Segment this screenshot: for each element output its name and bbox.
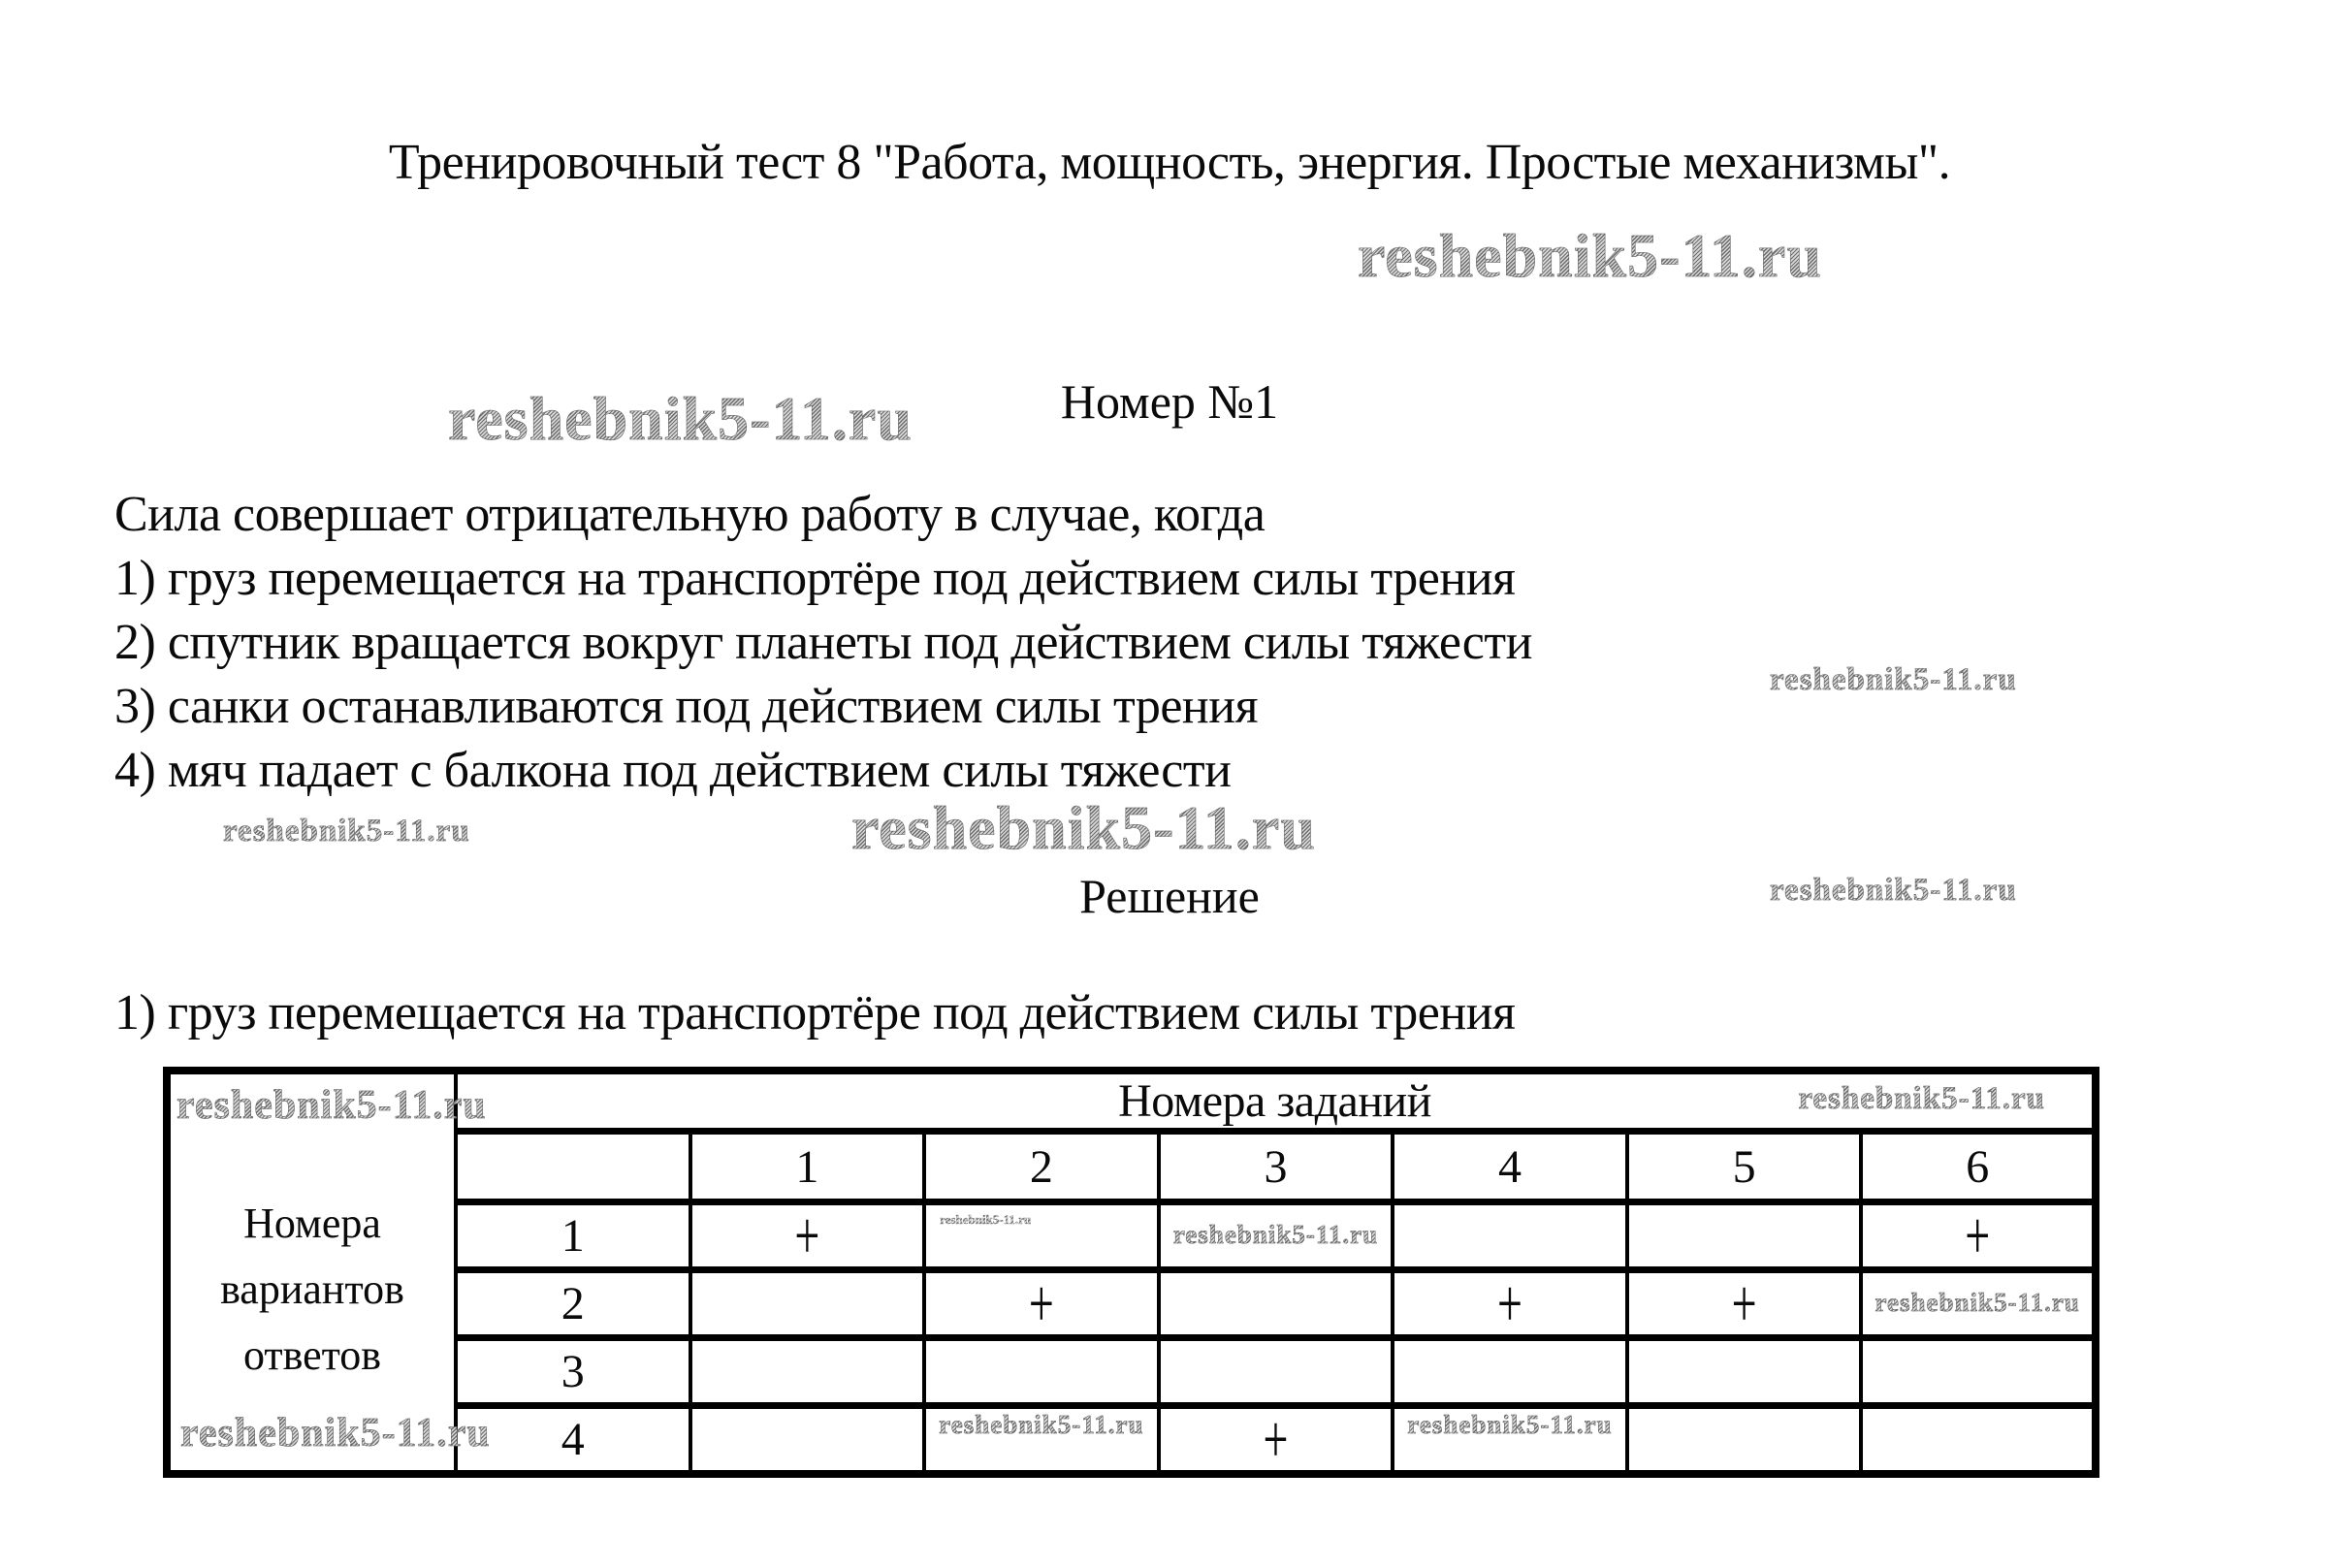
question-block: Сила совершает отрицательную работу в сл… [114,483,1532,803]
answer-cell-r3c6 [1859,1334,2098,1409]
row-number: 3 [454,1334,692,1409]
answers-table: reshebnik5-11.ru Номера вариантов ответо… [163,1067,2099,1478]
row-axis-label-line: Номера [243,1200,381,1247]
row-number: 2 [454,1266,692,1341]
answer-cell-r1c4 [1391,1199,1629,1273]
answer-cell-r2c6: reshebnik5-11.ru [1859,1266,2098,1341]
answer-cell-r4c3: + [1156,1400,1395,1478]
answer-cell-r4c6 [1859,1402,2098,1477]
answer-cell-r3c1 [688,1334,927,1409]
watermark: reshebnik5-11.ru [1161,1220,1392,1248]
answer-cell-r4c2: reshebnik5-11.ru [922,1402,1161,1477]
table-header-cell: Номера заданий reshebnik5-11.ru [454,1067,2098,1135]
table-header-label: Номера заданий [1118,1075,1431,1127]
watermark: reshebnik5-11.ru [448,384,913,453]
row-number: 4 [454,1402,692,1477]
answer-cell-r2c4: + [1391,1264,1629,1342]
watermark: reshebnik5-11.ru [926,1410,1157,1438]
solution-heading: Решение [1079,869,1260,923]
answer-cell-r3c3 [1156,1334,1395,1409]
answer-cell-r3c2 [922,1334,1161,1409]
watermark: reshebnik5-11.ru [1798,1081,2045,1116]
solution-answer: 1) груз перемещается на транспортёре под… [114,985,1516,1040]
watermark: reshebnik5-11.ru [223,814,470,848]
watermark: reshebnik5-11.ru [1358,221,1822,290]
watermark: reshebnik5-11.ru [1770,873,2017,908]
answer-cell-r4c1 [688,1402,927,1477]
answer-cell-r1c3: reshebnik5-11.ru [1156,1199,1395,1273]
question-option-4: 4) мяч падает с балкона под действием си… [114,743,1232,798]
answer-mark: + [1263,1400,1289,1478]
answer-cell-r1c2: reshebnik5-11.ru [922,1199,1161,1273]
column-header-6: 6 [1859,1128,2098,1205]
watermark: reshebnik5-11.ru [1770,662,2017,697]
column-header-3: 3 [1156,1128,1395,1205]
question-option-1: 1) груз перемещается на транспортёре под… [114,551,1516,606]
answer-cell-r4c4: reshebnik5-11.ru [1391,1402,1629,1477]
answer-cell-r2c5: + [1624,1264,1864,1342]
answer-mark: + [1028,1264,1054,1342]
watermark: reshebnik5-11.ru [180,1411,491,1456]
answer-mark: + [1731,1264,1757,1342]
answer-mark: + [1497,1264,1522,1342]
watermark: reshebnik5-11.ru [851,793,1316,862]
row-axis-label-cell: reshebnik5-11.ru Номера вариантов ответо… [165,1067,490,1477]
column-header-2: 2 [922,1128,1161,1205]
column-header-empty [454,1128,692,1205]
watermark: reshebnik5-11.ru [940,1212,1032,1227]
answer-cell-r1c5 [1624,1199,1864,1273]
answer-cell-r2c1 [688,1266,927,1341]
row-axis-label-line: вариантов [220,1265,404,1313]
answer-cell-r1c1: + [688,1197,927,1274]
question-option-3: 3) санки останавливаются под действием с… [114,679,1258,734]
page-title: Тренировочный тест 8 "Работа, мощность, … [388,135,1951,190]
row-axis-label-line: ответов [242,1331,382,1379]
answer-cell-r1c6: + [1859,1197,2098,1274]
question-prompt: Сила совершает отрицательную работу в сл… [114,487,1266,542]
answer-mark: + [794,1197,820,1274]
watermark: reshebnik5-11.ru [1863,1288,2092,1316]
question-number-heading: Номер №1 [1060,374,1279,429]
answer-cell-r4c5 [1624,1402,1864,1477]
column-header-1: 1 [688,1128,927,1205]
column-header-5: 5 [1624,1128,1864,1205]
watermark: reshebnik5-11.ru [1394,1410,1625,1438]
row-number: 1 [454,1199,692,1273]
answer-cell-r2c2: + [922,1264,1161,1342]
answer-cell-r3c5 [1624,1334,1864,1409]
answer-cell-r3c4 [1391,1334,1629,1409]
answer-cell-r2c3 [1156,1266,1395,1341]
watermark: reshebnik5-11.ru [176,1083,487,1128]
answer-mark: + [1965,1197,1991,1274]
column-header-4: 4 [1391,1128,1629,1205]
question-option-2: 2) спутник вращается вокруг планеты под … [114,615,1532,670]
answers-table-container: reshebnik5-11.ru Номера вариантов ответо… [163,1067,2099,1478]
